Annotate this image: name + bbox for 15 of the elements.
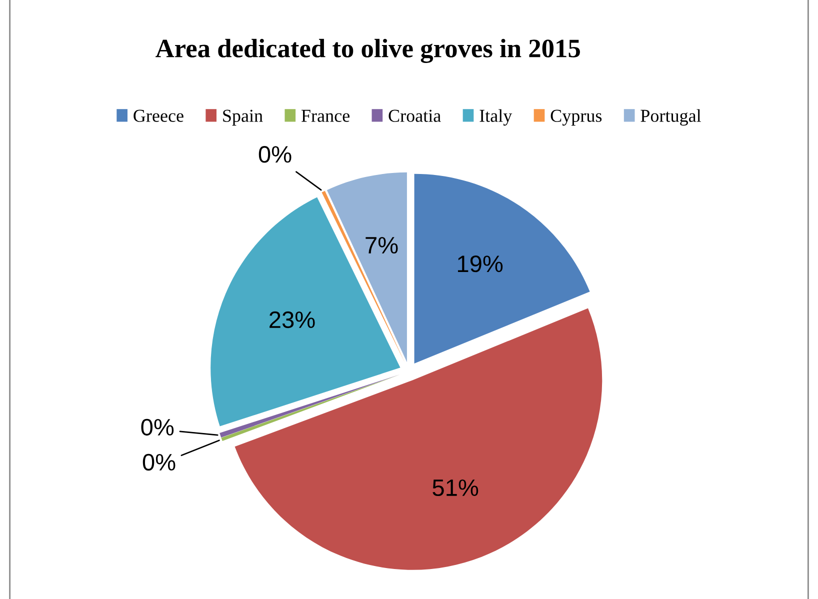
legend-label: Greece (134, 110, 184, 122)
legend-label: Portugal (640, 109, 701, 126)
chart-title: Area dedicated to olive groves in 2015 (156, 38, 580, 63)
data-label: 0% (258, 146, 292, 163)
data-label: 23% (270, 311, 315, 328)
data-label: 19% (458, 255, 503, 272)
legend-label: Spain (223, 110, 263, 126)
data-label: 51% (432, 479, 478, 496)
legend-label: France (301, 110, 350, 122)
data-label: 0% (142, 454, 176, 471)
legend-label: Croatia (388, 110, 441, 122)
legend-label: Italy (480, 109, 512, 126)
data-label: 0% (141, 418, 174, 436)
data-label: 7% (366, 237, 398, 254)
legend-label: Cyprus (550, 110, 602, 126)
